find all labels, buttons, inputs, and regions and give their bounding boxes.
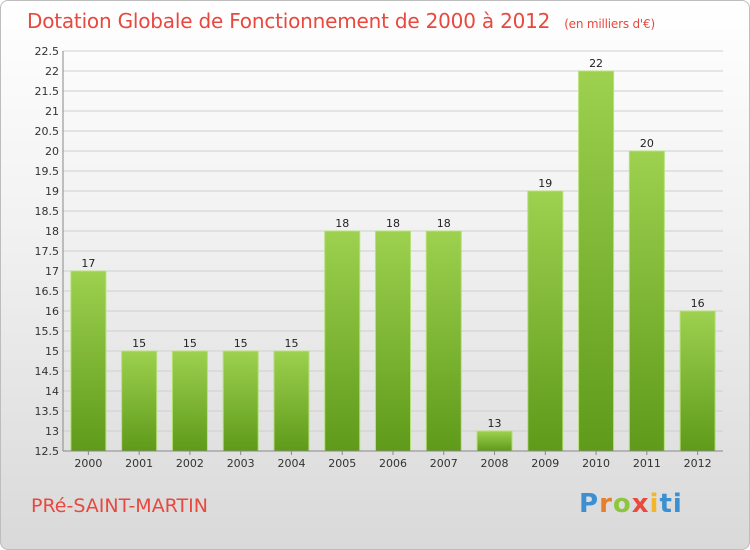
x-tick-label: 2010 [582, 457, 610, 470]
data-label: 15 [234, 337, 248, 350]
y-tick-label: 18 [45, 225, 59, 238]
bar-chart: 12.5 13 13.5 14 14.5 15 15.5 16 16.5 17 17.5 18 18.5… [35, 45, 723, 470]
y-tick-label: 22.5 [35, 45, 60, 58]
data-label: 15 [132, 337, 146, 350]
y-tick-label: 15.5 [35, 325, 60, 338]
logo-letter: t [659, 489, 673, 519]
logo-letter: r [599, 489, 613, 519]
data-label: 18 [335, 217, 349, 230]
data-label: 19 [538, 177, 552, 190]
bar-2005 [324, 230, 361, 452]
bar-2002 [171, 350, 208, 452]
x-tick-label: 2005 [328, 457, 356, 470]
bar-2007 [425, 230, 462, 452]
logo-letter: o [612, 489, 632, 519]
logo-letter: i [672, 489, 683, 519]
data-labels: 17 15 15 15 15 18 18 18 13 19 22 20 16 [81, 57, 704, 430]
x-tick-label: 2004 [277, 457, 305, 470]
x-tick-label: 2001 [125, 457, 153, 470]
data-label: 13 [488, 417, 502, 430]
y-tick-label: 14 [45, 385, 59, 398]
x-tick-label: 2009 [531, 457, 559, 470]
chart-unit: (en milliers d'€) [564, 17, 655, 31]
proxiti-logo: Proxiti [579, 489, 683, 519]
y-tick-label: 21 [45, 105, 59, 118]
bar-2006 [375, 230, 411, 452]
data-label: 18 [386, 217, 400, 230]
bar-2001 [121, 350, 158, 452]
y-tick-label: 16.5 [35, 285, 60, 298]
y-tick-label: 21.5 [35, 85, 60, 98]
logo-letter: i [649, 489, 660, 519]
y-tick-label: 19.5 [35, 165, 60, 178]
y-tick-label: 16 [45, 305, 59, 318]
bar-2004 [273, 350, 310, 452]
y-tick-label: 19 [45, 185, 59, 198]
bar-2000 [70, 270, 107, 452]
x-tick-label: 2000 [74, 457, 102, 470]
y-tick-label: 12.5 [35, 445, 60, 458]
logo-letter: P [579, 489, 600, 519]
bar-2010 [578, 70, 615, 452]
x-tick-label: 2003 [227, 457, 255, 470]
data-label: 18 [437, 217, 451, 230]
bars [70, 70, 716, 452]
y-tick-label: 14.5 [35, 365, 60, 378]
x-tick-label: 2007 [430, 457, 458, 470]
data-label: 22 [589, 57, 603, 70]
y-tick-label: 13.5 [35, 405, 60, 418]
data-label: 15 [183, 337, 197, 350]
y-tick-label: 15 [45, 345, 59, 358]
x-tick-label: 2002 [176, 457, 204, 470]
x-tick-label: 2006 [379, 457, 407, 470]
logo-letter: x [631, 489, 650, 519]
chart-title-text: Dotation Globale de Fonctionnement de 20… [27, 9, 551, 33]
y-tick-label: 13 [45, 425, 59, 438]
x-tick-label: 2008 [481, 457, 509, 470]
bar-2011 [628, 150, 665, 452]
x-tick-label: 2011 [633, 457, 661, 470]
y-tick-label: 20 [45, 145, 59, 158]
y-tick-label: 22 [45, 65, 59, 78]
data-label: 17 [81, 257, 95, 270]
x-tick-label: 2012 [684, 457, 712, 470]
y-tick-label: 17 [45, 265, 59, 278]
data-label: 16 [691, 297, 705, 310]
chart-title: Dotation Globale de Fonctionnement de 20… [27, 9, 655, 33]
bar-2008 [476, 430, 513, 452]
y-tick-label: 18.5 [35, 205, 60, 218]
data-label: 20 [640, 137, 654, 150]
bar-2003 [222, 350, 259, 452]
bar-2012 [679, 310, 716, 452]
y-tick-label: 20.5 [35, 125, 60, 138]
commune-name: PRé-SAINT-MARTIN [31, 495, 208, 517]
data-label: 15 [284, 337, 298, 350]
y-axis-ticks: 12.5 13 13.5 14 14.5 15 15.5 16 16.5 17 17.5 18 18.5… [35, 45, 60, 458]
x-axis-ticks: 2000 2001 2002 2003 2004 2005 2006 2007 2008 2009… [74, 451, 712, 470]
bar-2009 [527, 190, 564, 452]
y-tick-label: 17.5 [35, 245, 60, 258]
